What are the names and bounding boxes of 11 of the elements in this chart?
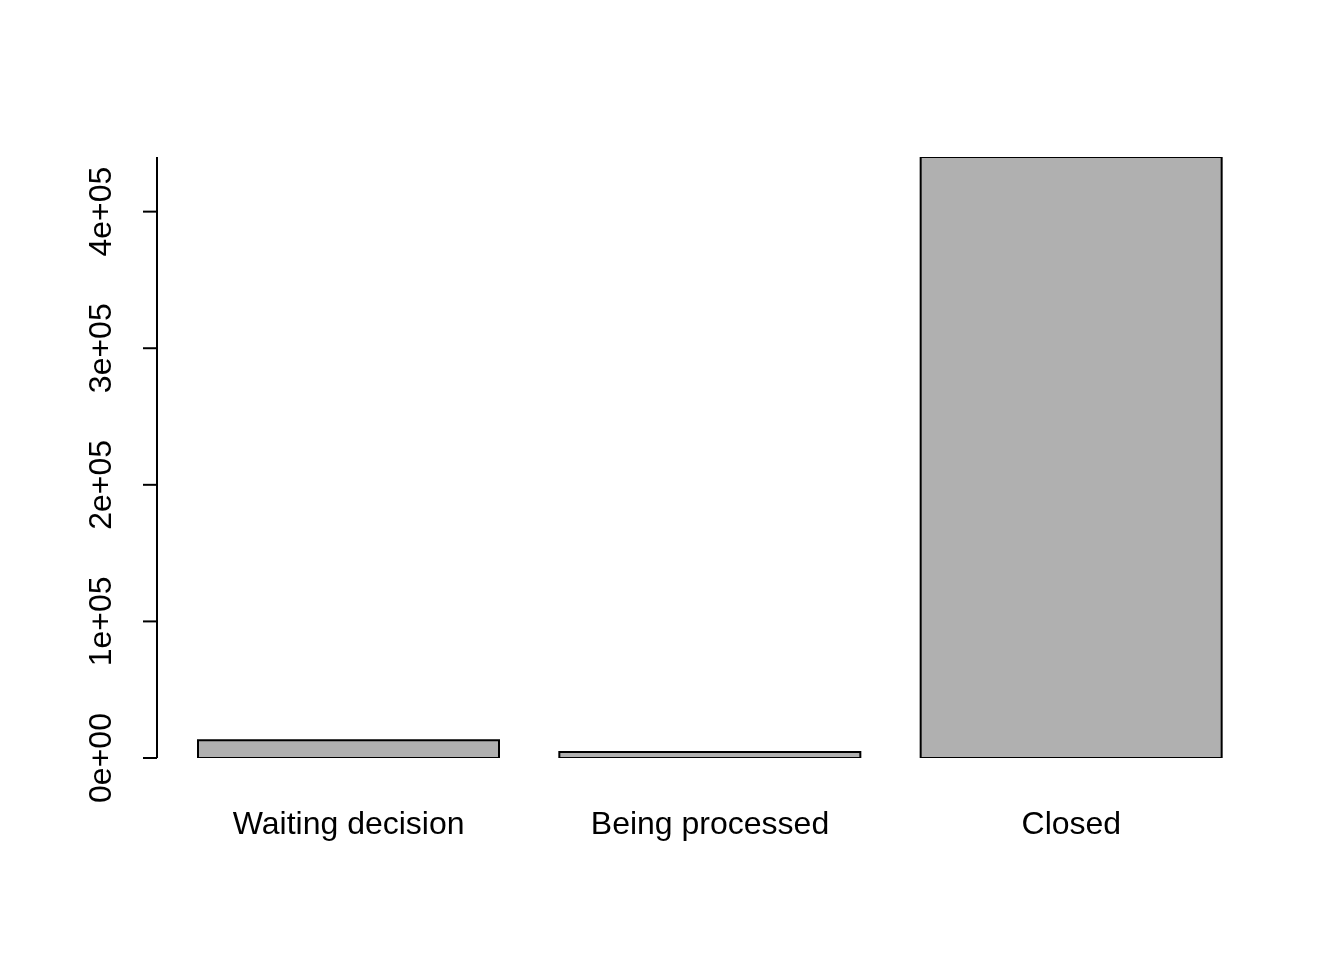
x-tick-label: Closed — [1021, 805, 1122, 841]
x-tick-label: Being processed — [590, 805, 830, 841]
x-tick-label: Waiting decision — [232, 805, 465, 841]
y-tick-label: 1e+05 — [82, 576, 118, 667]
y-tick-label: 3e+05 — [82, 303, 118, 394]
bar — [558, 750, 862, 758]
bar — [919, 157, 1223, 758]
y-tick-label: 0e+00 — [82, 713, 118, 803]
y-tick-label: 2e+05 — [82, 439, 118, 530]
y-tick-label: 4e+05 — [82, 166, 118, 257]
bar — [197, 739, 500, 758]
